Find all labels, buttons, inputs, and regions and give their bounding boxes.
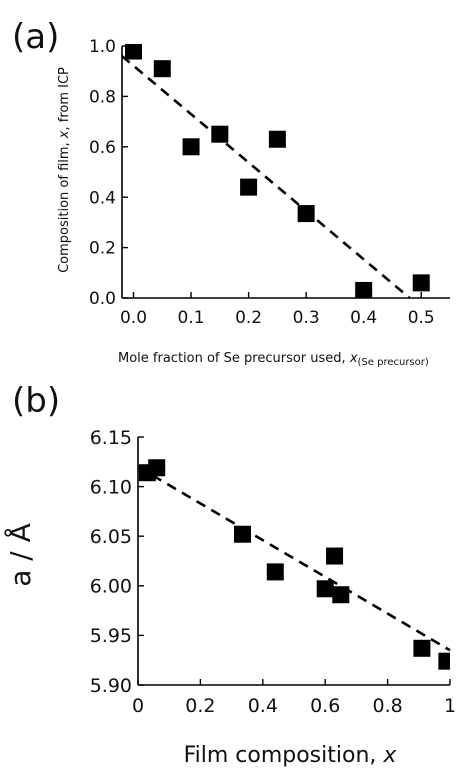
y-tick-label: 6.00 <box>90 576 132 598</box>
x-tick-label: 0.4 <box>248 695 278 717</box>
y-tick-label: 1.0 <box>89 37 116 57</box>
data-points <box>138 459 450 670</box>
panel-a-label: (a) <box>12 17 59 57</box>
panel-a-ylabel: Composition of film, x, from ICP <box>57 67 72 273</box>
x-tick-label: 0.8 <box>372 695 402 717</box>
panel-b-label: (b) <box>12 381 60 421</box>
x-tick-label: 1 <box>444 695 456 717</box>
data-point <box>240 178 258 196</box>
panel-b-xlabel: Film composition, x <box>184 743 398 768</box>
y-tick-label: 5.95 <box>90 625 132 647</box>
x-tick-label: 0.2 <box>185 695 215 717</box>
y-tick-label: 6.05 <box>90 526 132 548</box>
data-point <box>413 639 431 657</box>
y-tick-label: 0.2 <box>89 239 116 259</box>
data-point <box>182 138 200 156</box>
data-point <box>153 60 171 78</box>
data-point <box>438 652 450 670</box>
x-tick-label: 0.5 <box>408 308 435 328</box>
plot-b: 5.90 5.95 6.00 6.05 6.10 6.15 0 0.2 0.4 0.6 0.8 1 <box>90 427 456 717</box>
y-tick-label: 5.90 <box>90 675 132 697</box>
data-point <box>316 580 334 598</box>
panel-a-xlabel: Mole fraction of Se precursor used, x(Se… <box>118 351 429 368</box>
data-point <box>326 547 344 565</box>
y-tick-label: 0.6 <box>89 138 116 158</box>
data-point <box>297 205 315 223</box>
fit-line <box>137 465 451 652</box>
data-point <box>412 274 430 292</box>
x-tick-label: 0.1 <box>178 308 205 328</box>
panel-b-ylabel: a / Å <box>3 523 37 587</box>
data-point <box>234 525 252 543</box>
plot-a: 0.0 0.2 0.4 0.6 0.8 1.0 0.0 0.1 0.2 0.3 0.4 0.5 <box>89 37 450 328</box>
x-tick-label: 0.3 <box>293 308 320 328</box>
data-point <box>266 563 284 581</box>
y-tick-label: 0.4 <box>89 188 116 208</box>
data-points <box>125 44 430 298</box>
y-tick-label: 0.8 <box>89 88 116 108</box>
y-tick-label: 0.0 <box>89 289 116 309</box>
y-tick-label: 6.15 <box>90 427 132 449</box>
data-point <box>332 586 350 604</box>
y-tick-label: 6.10 <box>90 476 132 498</box>
x-tick-label: 0.2 <box>235 308 262 328</box>
x-tick-label: 0 <box>132 695 144 717</box>
data-point <box>148 459 166 477</box>
data-point <box>211 125 229 143</box>
x-tick-label: 0.4 <box>350 308 377 328</box>
data-point <box>355 281 373 298</box>
x-tick-label: 0.6 <box>310 695 340 717</box>
x-tick-label: 0.0 <box>120 308 147 328</box>
data-point <box>268 130 286 148</box>
data-point <box>125 44 143 60</box>
fit-line <box>121 55 411 299</box>
